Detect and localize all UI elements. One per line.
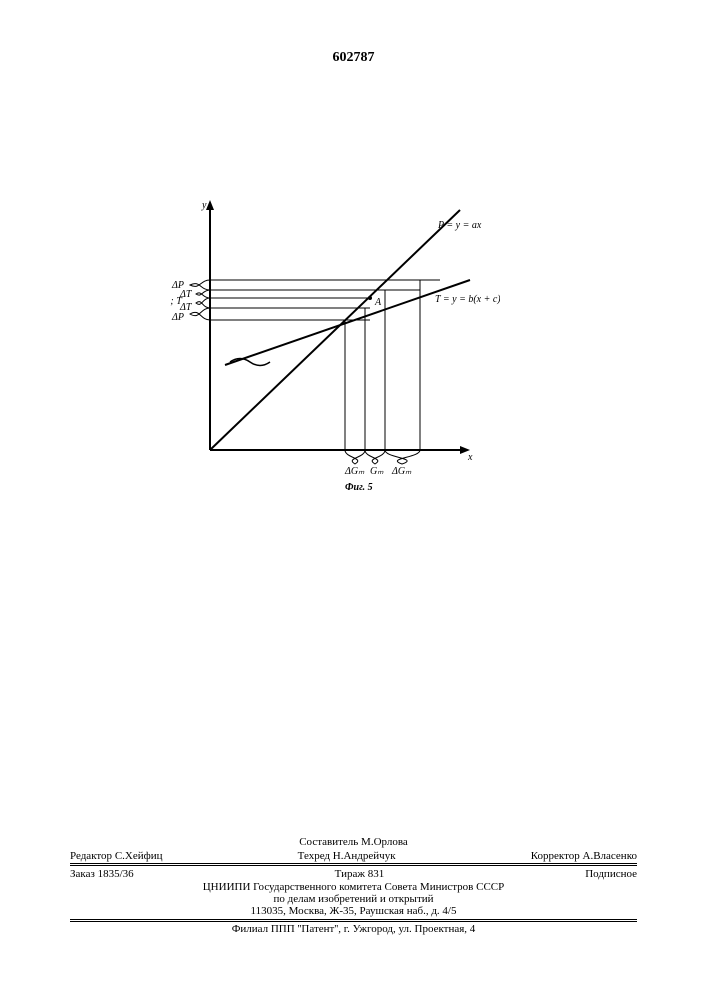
techred-label: Техред (298, 850, 330, 862)
bracket-dp-top (190, 280, 210, 290)
y-axis-arrow (206, 200, 214, 210)
corrector-name: А.Власенко (583, 850, 637, 862)
bracket-dg-left (345, 450, 365, 464)
subscription-label: Подписное (585, 868, 637, 880)
footer-block: Составитель М.Орлова Редактор С.Хейфиц Т… (70, 835, 637, 935)
tirage-label: Тираж (335, 868, 365, 880)
corrector-label: Корректор (531, 850, 580, 862)
line-t (225, 280, 470, 365)
order-value: 1835/36 (98, 868, 134, 880)
line-t-label: T = y = b(x + c) (435, 294, 500, 305)
techred-name: Н.Андрейчук (333, 850, 396, 862)
tirage-value: 831 (368, 868, 385, 880)
label-dg-right: ΔGₘ (391, 466, 412, 477)
compiler-name: М.Орлова (361, 836, 408, 848)
bracket-dt-top (196, 290, 210, 298)
line-p-label: P = y = ax (437, 220, 482, 231)
bracket-dg-right (385, 450, 420, 464)
bracket-dt-bot (196, 298, 210, 308)
document-number: 602787 (0, 50, 707, 66)
editor-label: Редактор (70, 850, 112, 862)
figure-diagram: y x P = y = ax T = y = b(x + c) (170, 190, 500, 500)
compiler-label: Составитель (299, 836, 358, 848)
figure-caption: Фиг. 5 (345, 482, 373, 493)
label-dp-bot: ΔP (171, 312, 184, 323)
editor-name: С.Хейфиц (115, 850, 163, 862)
label-g-center: Gₘ (370, 466, 384, 477)
x-axis-label: x (467, 452, 473, 463)
org-addr: 113035, Москва, Ж-35, Раушская наб., д. … (70, 905, 637, 920)
point-a (368, 296, 372, 300)
org-line1: ЦНИИПИ Государственного комитета Совета … (70, 881, 637, 893)
order-label: Заказ (70, 868, 95, 880)
label-dg-left: ΔGₘ (344, 466, 365, 477)
org-line2: по делам изобретений и открытий (70, 893, 637, 905)
point-a-label: A (374, 297, 382, 308)
bracket-g-center (365, 450, 385, 464)
branch-line: Филиал ППП ''Патент'', г. Ужгород, ул. П… (70, 923, 637, 935)
y-axis-label: y (201, 200, 207, 211)
bracket-dp-bot (190, 308, 210, 320)
line-p (210, 210, 460, 450)
